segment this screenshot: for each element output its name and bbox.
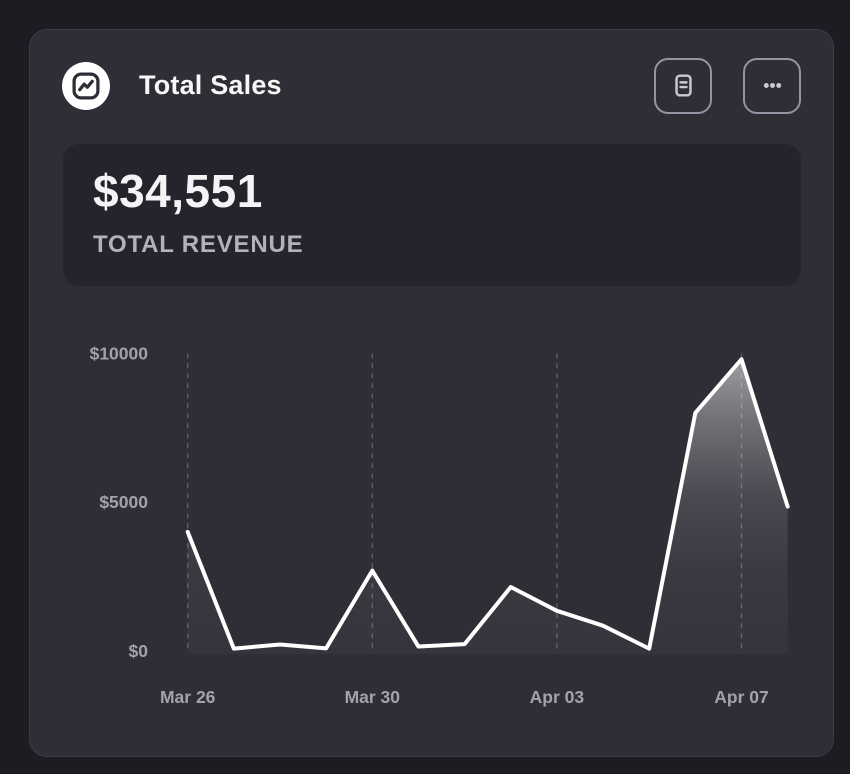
sales-area-chart: $10000 $5000 $0 Mar 26 Mar 30 Apr 03 Apr 07 bbox=[62, 335, 802, 735]
x-axis-tick-label: Mar 30 bbox=[345, 687, 401, 707]
card-title: Total Sales bbox=[139, 70, 282, 100]
x-axis-tick-label: Apr 03 bbox=[530, 687, 585, 707]
total-sales-card: Total Sales bbox=[29, 29, 834, 757]
y-axis-tick-label: $10000 bbox=[90, 343, 149, 363]
trend-line-icon bbox=[62, 61, 110, 110]
header-actions bbox=[654, 57, 801, 114]
x-axis-tick-label: Apr 07 bbox=[714, 687, 768, 707]
document-lines-icon bbox=[668, 70, 699, 101]
total-revenue-panel: $34,551 TOTAL REVENUE bbox=[63, 144, 801, 286]
x-axis-tick-label: Mar 26 bbox=[160, 687, 216, 707]
total-revenue-label: TOTAL REVENUE bbox=[93, 231, 304, 258]
y-axis-tick-label: $5000 bbox=[99, 492, 148, 512]
trend-line bbox=[185, 357, 790, 651]
chart-canvas: $10000 $5000 $0 Mar 26 Mar 30 Apr 03 Apr 07 bbox=[90, 343, 790, 707]
card-header: Total Sales bbox=[62, 57, 801, 114]
notes-button[interactable] bbox=[654, 57, 712, 114]
ellipsis-icon bbox=[757, 70, 788, 101]
y-axis-tick-label: $0 bbox=[129, 641, 149, 661]
more-options-button[interactable] bbox=[743, 57, 801, 114]
total-revenue-value: $34,551 bbox=[93, 165, 263, 217]
area-fill bbox=[187, 359, 788, 654]
